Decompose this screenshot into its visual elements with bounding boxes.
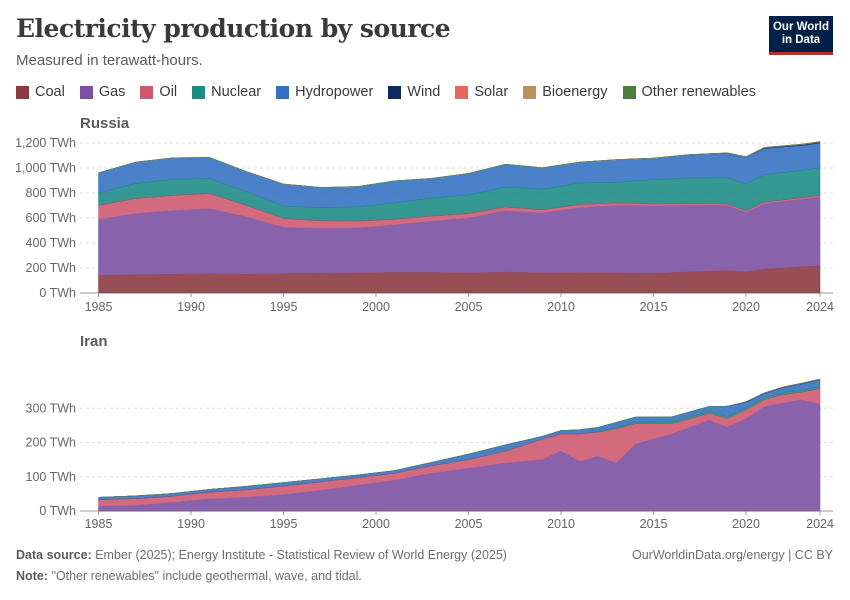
legend-label: Other renewables bbox=[641, 84, 756, 100]
x-tick-label: 1995 bbox=[270, 300, 298, 314]
x-tick-label: 2020 bbox=[732, 300, 760, 314]
note-label: Note: bbox=[16, 569, 48, 583]
legend-swatch bbox=[140, 85, 154, 99]
legend-label: Bioenergy bbox=[542, 84, 608, 100]
x-tick-label: 2015 bbox=[640, 300, 668, 314]
data-source: Data source: Ember (2025); Energy Instit… bbox=[16, 548, 507, 562]
legend-swatch bbox=[455, 85, 469, 99]
x-tick-label: 2020 bbox=[732, 517, 760, 531]
x-tick-label: 2024 bbox=[806, 517, 834, 531]
logo-line-1: Our World bbox=[772, 21, 829, 33]
source-text[interactable]: Ember (2025); Energy Institute - Statist… bbox=[95, 548, 507, 562]
legend-item-nuclear[interactable]: Nuclear bbox=[192, 84, 261, 100]
legend-label: Gas bbox=[98, 84, 126, 100]
logo-line-2: in Data bbox=[781, 34, 821, 46]
legend-swatch bbox=[622, 85, 636, 99]
legend-label: Oil bbox=[159, 84, 178, 100]
site-credit[interactable]: OurWorldinData.org/energy | CC BY bbox=[631, 548, 833, 562]
x-tick-label: 2005 bbox=[455, 517, 483, 531]
x-tick-label: 2015 bbox=[640, 517, 668, 531]
x-tick-label: 1990 bbox=[177, 517, 205, 531]
panel-title: Iran bbox=[80, 333, 108, 350]
note-text: "Other renewables" include geothermal, w… bbox=[51, 569, 362, 583]
legend-swatch bbox=[276, 85, 290, 99]
legend-swatch bbox=[79, 85, 93, 99]
legend-item-oil[interactable]: Oil bbox=[140, 84, 177, 100]
legend-item-solar[interactable]: Solar bbox=[455, 84, 508, 100]
x-tick-label: 1990 bbox=[177, 300, 205, 314]
y-tick-label: 200 TWh bbox=[26, 436, 77, 450]
panel-title: Russia bbox=[80, 115, 130, 132]
y-tick-label: 400 TWh bbox=[26, 236, 77, 250]
x-tick-label: 1985 bbox=[85, 517, 113, 531]
legend-swatch bbox=[523, 85, 537, 99]
legend-item-gas[interactable]: Gas bbox=[79, 84, 126, 100]
y-tick-label: 1,200 TWh bbox=[15, 136, 76, 150]
y-tick-label: 300 TWh bbox=[26, 401, 77, 415]
legend-label: Wind bbox=[407, 84, 441, 100]
area-other-renewables[interactable] bbox=[98, 378, 821, 498]
x-tick-label: 2010 bbox=[547, 517, 575, 531]
legend-label: Solar bbox=[474, 84, 509, 100]
legend-label: Nuclear bbox=[211, 84, 262, 100]
x-tick-label: 2010 bbox=[547, 300, 575, 314]
legend-swatch bbox=[388, 85, 402, 99]
legend-label: Coal bbox=[35, 84, 65, 100]
chart-title: Electricity production by source bbox=[16, 14, 451, 43]
legend-item-hydropower[interactable]: Hydropower bbox=[276, 84, 373, 100]
panel-russia: Russia 0 TWh 200 TWh 400 TWh 600 TWh 800 TWh 1… bbox=[15, 115, 834, 314]
legend: Coal Gas Oil Nuclear Hydropower Wind Sol… bbox=[16, 84, 771, 100]
y-tick-label: 600 TWh bbox=[26, 211, 77, 225]
panel-iran: Iran 0 TWh 100 TWh 200 TWh 300 TWh 1985 1990 19… bbox=[26, 333, 834, 531]
source-label: Data source: bbox=[16, 548, 92, 562]
legend-item-bioenergy[interactable]: Bioenergy bbox=[523, 84, 608, 100]
x-tick-label: 2024 bbox=[806, 300, 834, 314]
y-tick-label: 0 TWh bbox=[39, 286, 76, 300]
legend-swatch bbox=[192, 85, 206, 99]
legend-item-other-renewables[interactable]: Other renewables bbox=[622, 84, 756, 100]
y-tick-label: 200 TWh bbox=[26, 261, 77, 275]
legend-item-coal[interactable]: Coal bbox=[16, 84, 65, 100]
y-tick-label: 100 TWh bbox=[26, 470, 77, 484]
area-other-renewables[interactable] bbox=[98, 141, 821, 188]
chart-subtitle: Measured in terawatt-hours. bbox=[16, 52, 203, 69]
x-tick-label: 1985 bbox=[85, 300, 113, 314]
note: Note: "Other renewables" include geother… bbox=[16, 569, 362, 583]
y-tick-label: 0 TWh bbox=[39, 504, 76, 518]
x-tick-label: 2005 bbox=[455, 300, 483, 314]
owid-logo[interactable]: Our World in Data bbox=[769, 16, 833, 55]
y-tick-label: 1,000 TWh bbox=[15, 161, 76, 175]
x-tick-label: 1995 bbox=[270, 517, 298, 531]
legend-label: Hydropower bbox=[295, 84, 374, 100]
x-tick-label: 2000 bbox=[362, 300, 390, 314]
legend-item-wind[interactable]: Wind bbox=[388, 84, 440, 100]
y-tick-label: 800 TWh bbox=[26, 186, 77, 200]
x-tick-label: 2000 bbox=[362, 517, 390, 531]
legend-swatch bbox=[16, 85, 29, 99]
